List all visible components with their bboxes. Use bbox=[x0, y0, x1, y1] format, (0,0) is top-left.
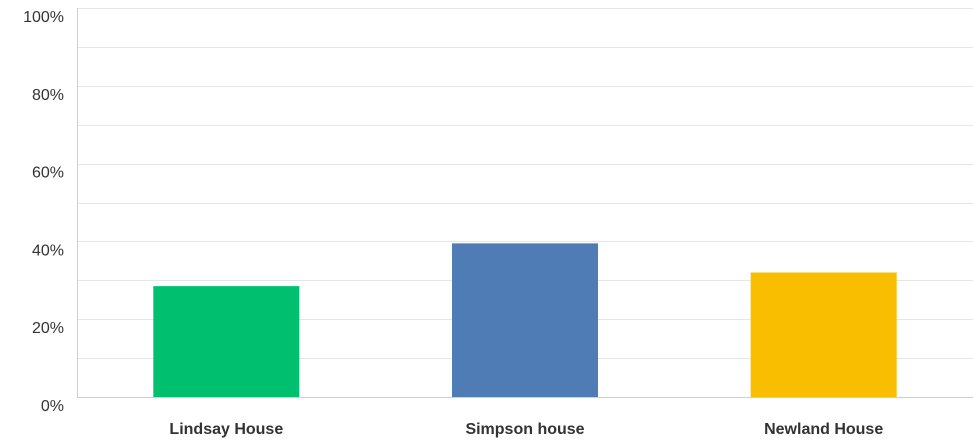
y-tick-label: 20% bbox=[32, 320, 64, 337]
bar-newland-house bbox=[750, 272, 897, 397]
y-tick-label: 60% bbox=[32, 165, 64, 182]
x-category-label: Simpson house bbox=[465, 421, 584, 438]
y-tick-label: 100% bbox=[23, 9, 64, 26]
x-category-labels: Lindsay House Simpson house Newland House bbox=[169, 421, 883, 438]
bars bbox=[153, 243, 897, 397]
y-tick-label: 0% bbox=[41, 398, 64, 415]
bar-simpson-house bbox=[452, 243, 598, 397]
y-tick-label: 40% bbox=[32, 242, 64, 259]
y-tick-labels: 0% 20% 40% 60% 80% 100% bbox=[23, 9, 64, 415]
bar-lindsay-house bbox=[153, 286, 300, 397]
y-tick-label: 80% bbox=[32, 87, 64, 104]
x-category-label: Lindsay House bbox=[169, 421, 283, 438]
x-category-label: Newland House bbox=[764, 421, 883, 438]
